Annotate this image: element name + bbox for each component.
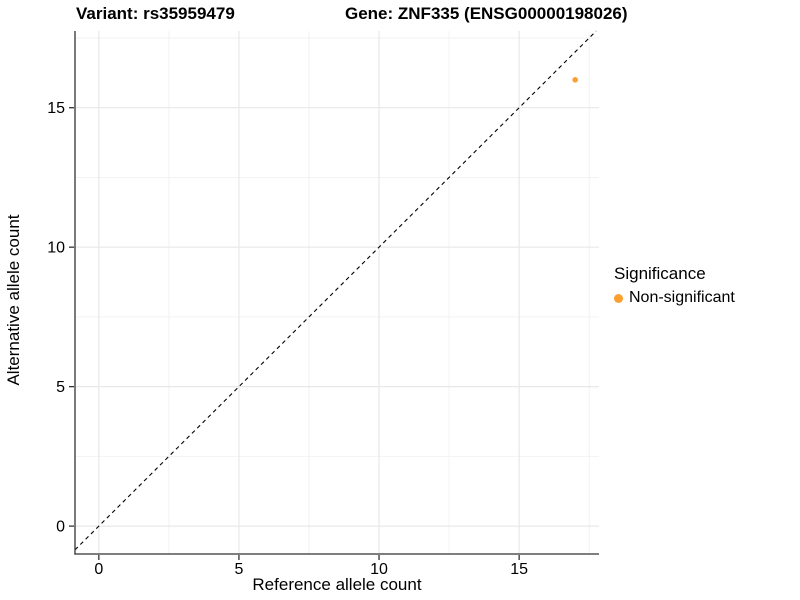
- y-axis-title: Alternative allele count: [4, 214, 23, 386]
- x-tick-label: 15: [510, 561, 528, 578]
- legend-item-label: Non-significant: [629, 289, 735, 306]
- x-tick-label: 0: [94, 561, 103, 578]
- legend-item-non-significant: Non-significant: [614, 289, 735, 307]
- plot-title-variant: Variant: rs35959479: [76, 4, 235, 23]
- x-axis-title: Reference allele count: [252, 575, 422, 594]
- x-tick-label: 10: [370, 561, 388, 578]
- y-tick-label: 10: [47, 240, 65, 257]
- legend: Significance Non-significant: [614, 264, 735, 307]
- legend-point-icon: [614, 293, 623, 303]
- x-tick-label: 5: [234, 561, 243, 578]
- y-tick-label: 0: [56, 519, 65, 536]
- data-point: [572, 77, 578, 83]
- plot-title-gene: Gene: ZNF335 (ENSG00000198026): [345, 4, 628, 23]
- legend-title: Significance: [614, 264, 706, 283]
- y-tick-label: 5: [56, 379, 65, 396]
- y-tick-label: 15: [47, 100, 65, 117]
- identity-line: [74, 30, 597, 551]
